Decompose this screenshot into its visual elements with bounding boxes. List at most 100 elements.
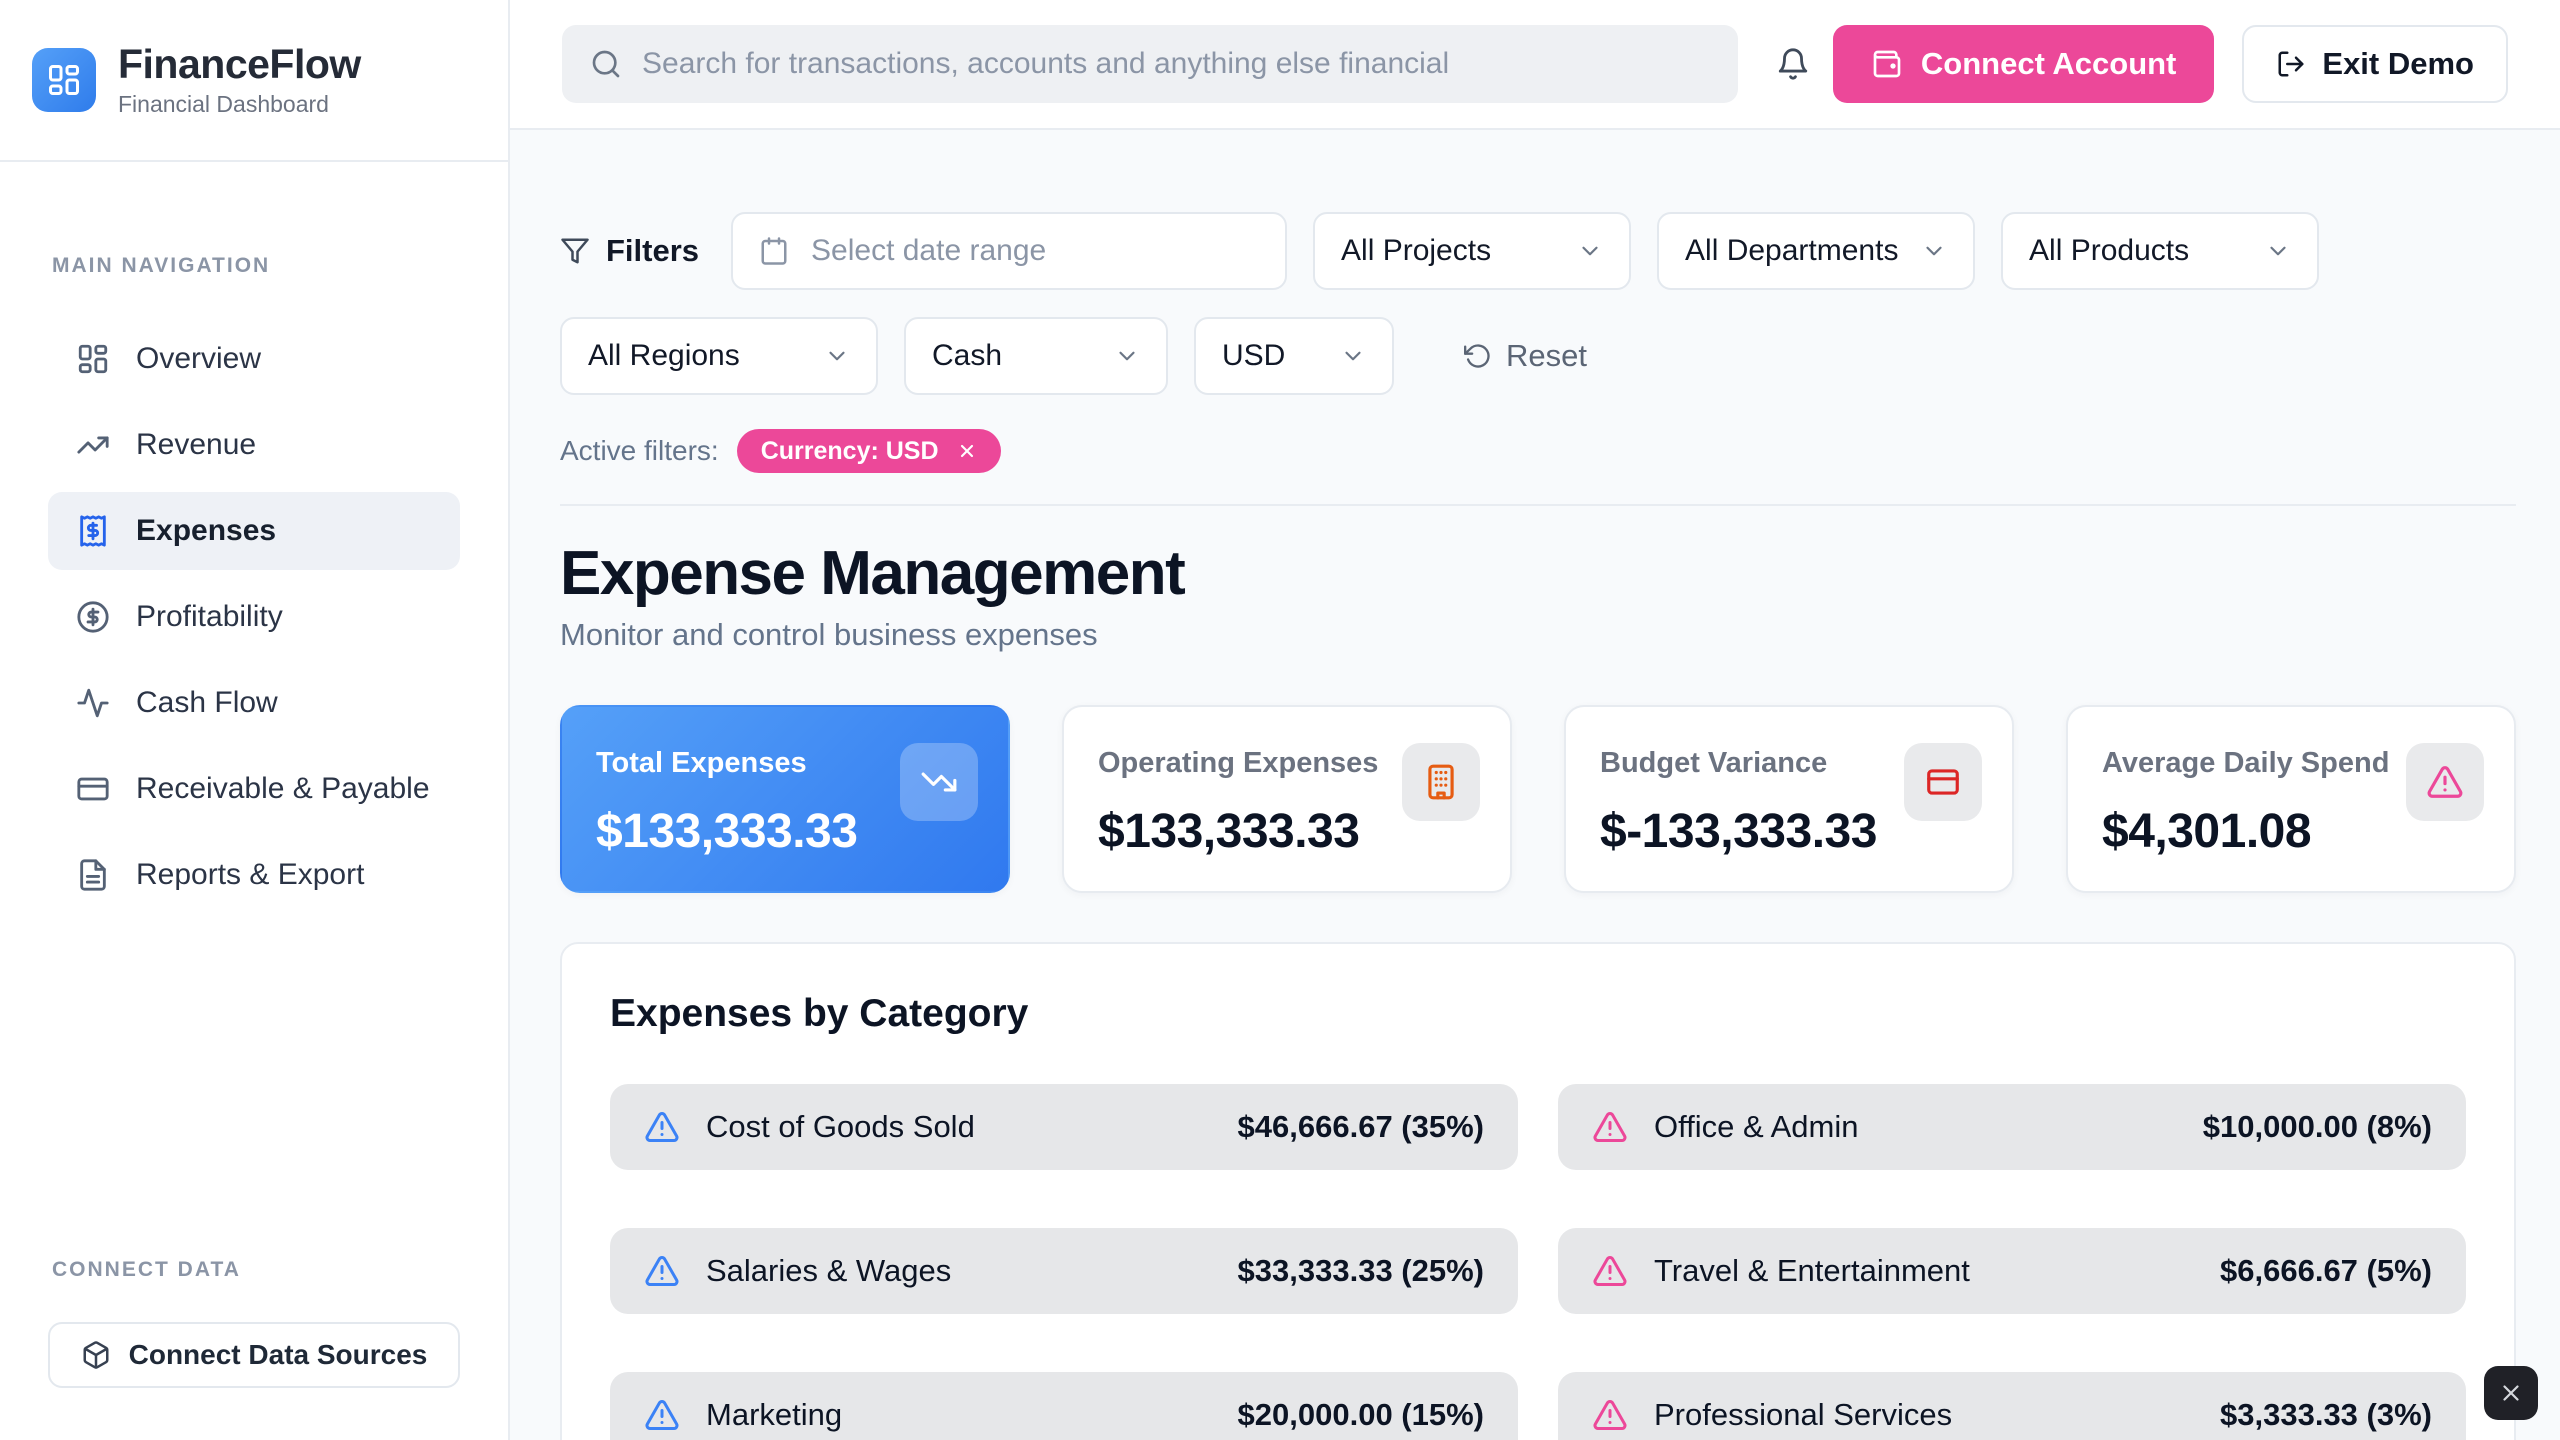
stat-value: $133,333.33 bbox=[596, 805, 858, 858]
stat-label: Operating Expenses bbox=[1098, 747, 1379, 779]
file-text-icon bbox=[80, 859, 106, 891]
page-subtitle: Monitor and control business expenses bbox=[560, 617, 1098, 652]
departments-select[interactable]: All Departments bbox=[1657, 212, 1976, 290]
global-search[interactable] bbox=[562, 25, 1738, 103]
sidebar-item-overview[interactable]: Overview bbox=[48, 320, 460, 398]
close-icon[interactable] bbox=[957, 441, 977, 461]
chevron-down-icon bbox=[1119, 351, 1135, 361]
sidebar-item-reports-export[interactable]: Reports & Export bbox=[48, 836, 460, 914]
category-row-marketing[interactable]: Marketing $20,000.00 (15%) bbox=[610, 1372, 1518, 1440]
chevron-down-icon bbox=[829, 351, 845, 361]
circle-dollar-icon bbox=[77, 601, 109, 633]
sidebar-item-expenses[interactable]: Expenses bbox=[48, 492, 460, 570]
main-navigation: Overview Revenue Expenses Profitability … bbox=[0, 320, 508, 914]
log-out-icon bbox=[2278, 51, 2304, 77]
sidebar-item-profitability[interactable]: Profitability bbox=[48, 578, 460, 656]
notifications-button[interactable] bbox=[1776, 47, 1810, 81]
exit-demo-label: Exit Demo bbox=[2322, 46, 2474, 81]
stat-cards: Total Expenses $133,333.33 Operating Exp… bbox=[560, 705, 2516, 893]
regions-select-value: All Regions bbox=[588, 339, 740, 372]
sidebar-item-cash-flow[interactable]: Cash Flow bbox=[48, 664, 460, 742]
alert-triangle-icon bbox=[645, 1400, 679, 1431]
category-value: $46,666.67 (35%) bbox=[1237, 1109, 1484, 1144]
chevron-down-icon bbox=[1926, 246, 1942, 256]
date-range-input[interactable]: Select date range bbox=[731, 212, 1288, 290]
date-range-placeholder: Select date range bbox=[811, 234, 1047, 267]
stat-label: Total Expenses bbox=[596, 747, 807, 779]
category-name: Cost of Goods Sold bbox=[706, 1109, 975, 1144]
sidebar-item-label: Revenue bbox=[136, 428, 257, 461]
category-row-travel-entertainment[interactable]: Travel & Entertainment $6,666.67 (5%) bbox=[1558, 1228, 2466, 1314]
rotate-ccw-icon bbox=[1464, 344, 1490, 368]
stat-card-budget-variance[interactable]: Budget Variance $-133,333.33 bbox=[1564, 705, 2014, 893]
alert-triangle-icon bbox=[645, 1256, 679, 1287]
sidebar-item-label: Cash Flow bbox=[136, 686, 278, 719]
category-row-cost-of-goods-sold[interactable]: Cost of Goods Sold $46,666.67 (35%) bbox=[610, 1084, 1518, 1170]
connect-account-label: Connect Account bbox=[1920, 46, 2177, 81]
products-select[interactable]: All Products bbox=[2001, 212, 2320, 290]
currency-select-value: USD bbox=[1222, 339, 1286, 372]
search-input[interactable] bbox=[642, 47, 1710, 81]
reset-filters-label: Reset bbox=[1506, 338, 1587, 373]
currency-filter-chip[interactable]: Currency: USD bbox=[736, 429, 1001, 473]
category-name: Marketing bbox=[706, 1397, 843, 1432]
filters-label: Filters bbox=[560, 233, 699, 269]
category-value: $33,333.33 (25%) bbox=[1237, 1253, 1484, 1288]
layout-dashboard-icon bbox=[49, 65, 79, 95]
chevron-down-icon bbox=[1582, 246, 1598, 256]
category-name: Travel & Entertainment bbox=[1654, 1253, 1970, 1288]
exit-demo-button[interactable]: Exit Demo bbox=[2242, 25, 2508, 103]
category-value: $3,333.33 (3%) bbox=[2220, 1397, 2432, 1432]
wallet-icon bbox=[1873, 50, 1901, 78]
alert-triangle-icon bbox=[1593, 1112, 1627, 1143]
category-row-professional-services[interactable]: Professional Services $3,333.33 (3%) bbox=[1558, 1372, 2466, 1440]
projects-select[interactable]: All Projects bbox=[1313, 212, 1632, 290]
sidebar-item-label: Profitability bbox=[136, 600, 283, 633]
topbar: Connect Account Exit Demo bbox=[510, 0, 2560, 130]
projects-select-value: All Projects bbox=[1341, 234, 1492, 267]
sidebar-item-receivable-payable[interactable]: Receivable & Payable bbox=[48, 750, 460, 828]
departments-select-value: All Departments bbox=[1685, 234, 1899, 267]
payment-method-select-value: Cash bbox=[932, 339, 1003, 372]
stat-card-operating-expenses[interactable]: Operating Expenses $133,333.33 bbox=[1062, 705, 1512, 893]
filter-icon bbox=[561, 238, 589, 264]
close-demo-button[interactable] bbox=[2484, 1366, 2538, 1420]
expenses-by-category-card: Expenses by Category Cost of Goods Sold … bbox=[560, 942, 2516, 1440]
receipt-icon bbox=[80, 515, 106, 547]
category-row-salaries-wages[interactable]: Salaries & Wages $33,333.33 (25%) bbox=[610, 1228, 1518, 1314]
building-icon bbox=[1428, 764, 1454, 800]
sidebar-item-revenue[interactable]: Revenue bbox=[48, 406, 460, 484]
alert-triangle-icon bbox=[645, 1112, 679, 1143]
stat-icon-box bbox=[900, 743, 978, 821]
connect-account-button[interactable]: Connect Account bbox=[1832, 25, 2215, 103]
category-name: Salaries & Wages bbox=[706, 1253, 952, 1288]
calendar-icon bbox=[761, 237, 787, 265]
package-icon bbox=[83, 1341, 109, 1369]
sidebar-item-label: Overview bbox=[136, 342, 262, 375]
regions-select[interactable]: All Regions bbox=[560, 317, 878, 395]
page-title: Expense Management bbox=[560, 539, 1186, 608]
connect-data-sources-label: Connect Data Sources bbox=[128, 1339, 428, 1370]
products-select-value: All Products bbox=[2029, 234, 2190, 267]
filters-row-2: All Regions Cash USD Reset bbox=[560, 317, 2516, 395]
stat-value: $133,333.33 bbox=[1098, 805, 1360, 858]
stat-card-average-daily-spend[interactable]: Average Daily Spend $4,301.08 bbox=[2066, 705, 2516, 893]
sidebar-item-label: Reports & Export bbox=[136, 858, 365, 891]
layout-dashboard-icon bbox=[78, 344, 108, 374]
currency-select[interactable]: USD bbox=[1194, 317, 1394, 395]
sidebar-item-label: Expenses bbox=[136, 514, 277, 547]
payment-method-select[interactable]: Cash bbox=[904, 317, 1168, 395]
sidebar-item-label: Receivable & Payable bbox=[136, 772, 430, 805]
stat-icon-box bbox=[1402, 743, 1480, 821]
chevron-down-icon bbox=[1345, 351, 1361, 361]
stat-card-total-expenses[interactable]: Total Expenses $133,333.33 bbox=[560, 705, 1010, 893]
connect-data-sources-button[interactable]: Connect Data Sources bbox=[48, 1322, 460, 1388]
stat-value: $-133,333.33 bbox=[1600, 805, 1877, 858]
reset-filters-button[interactable]: Reset bbox=[1464, 338, 1587, 374]
active-filters-row: Active filters: Currency: USD bbox=[560, 429, 2516, 473]
category-row-office-admin[interactable]: Office & Admin $10,000.00 (8%) bbox=[1558, 1084, 2466, 1170]
app-title: FinanceFlow bbox=[118, 41, 361, 88]
nav-section-header: MAIN NAVIGATION bbox=[52, 254, 271, 277]
alert-triangle-icon bbox=[1593, 1256, 1627, 1287]
bell-icon bbox=[1778, 48, 1808, 80]
